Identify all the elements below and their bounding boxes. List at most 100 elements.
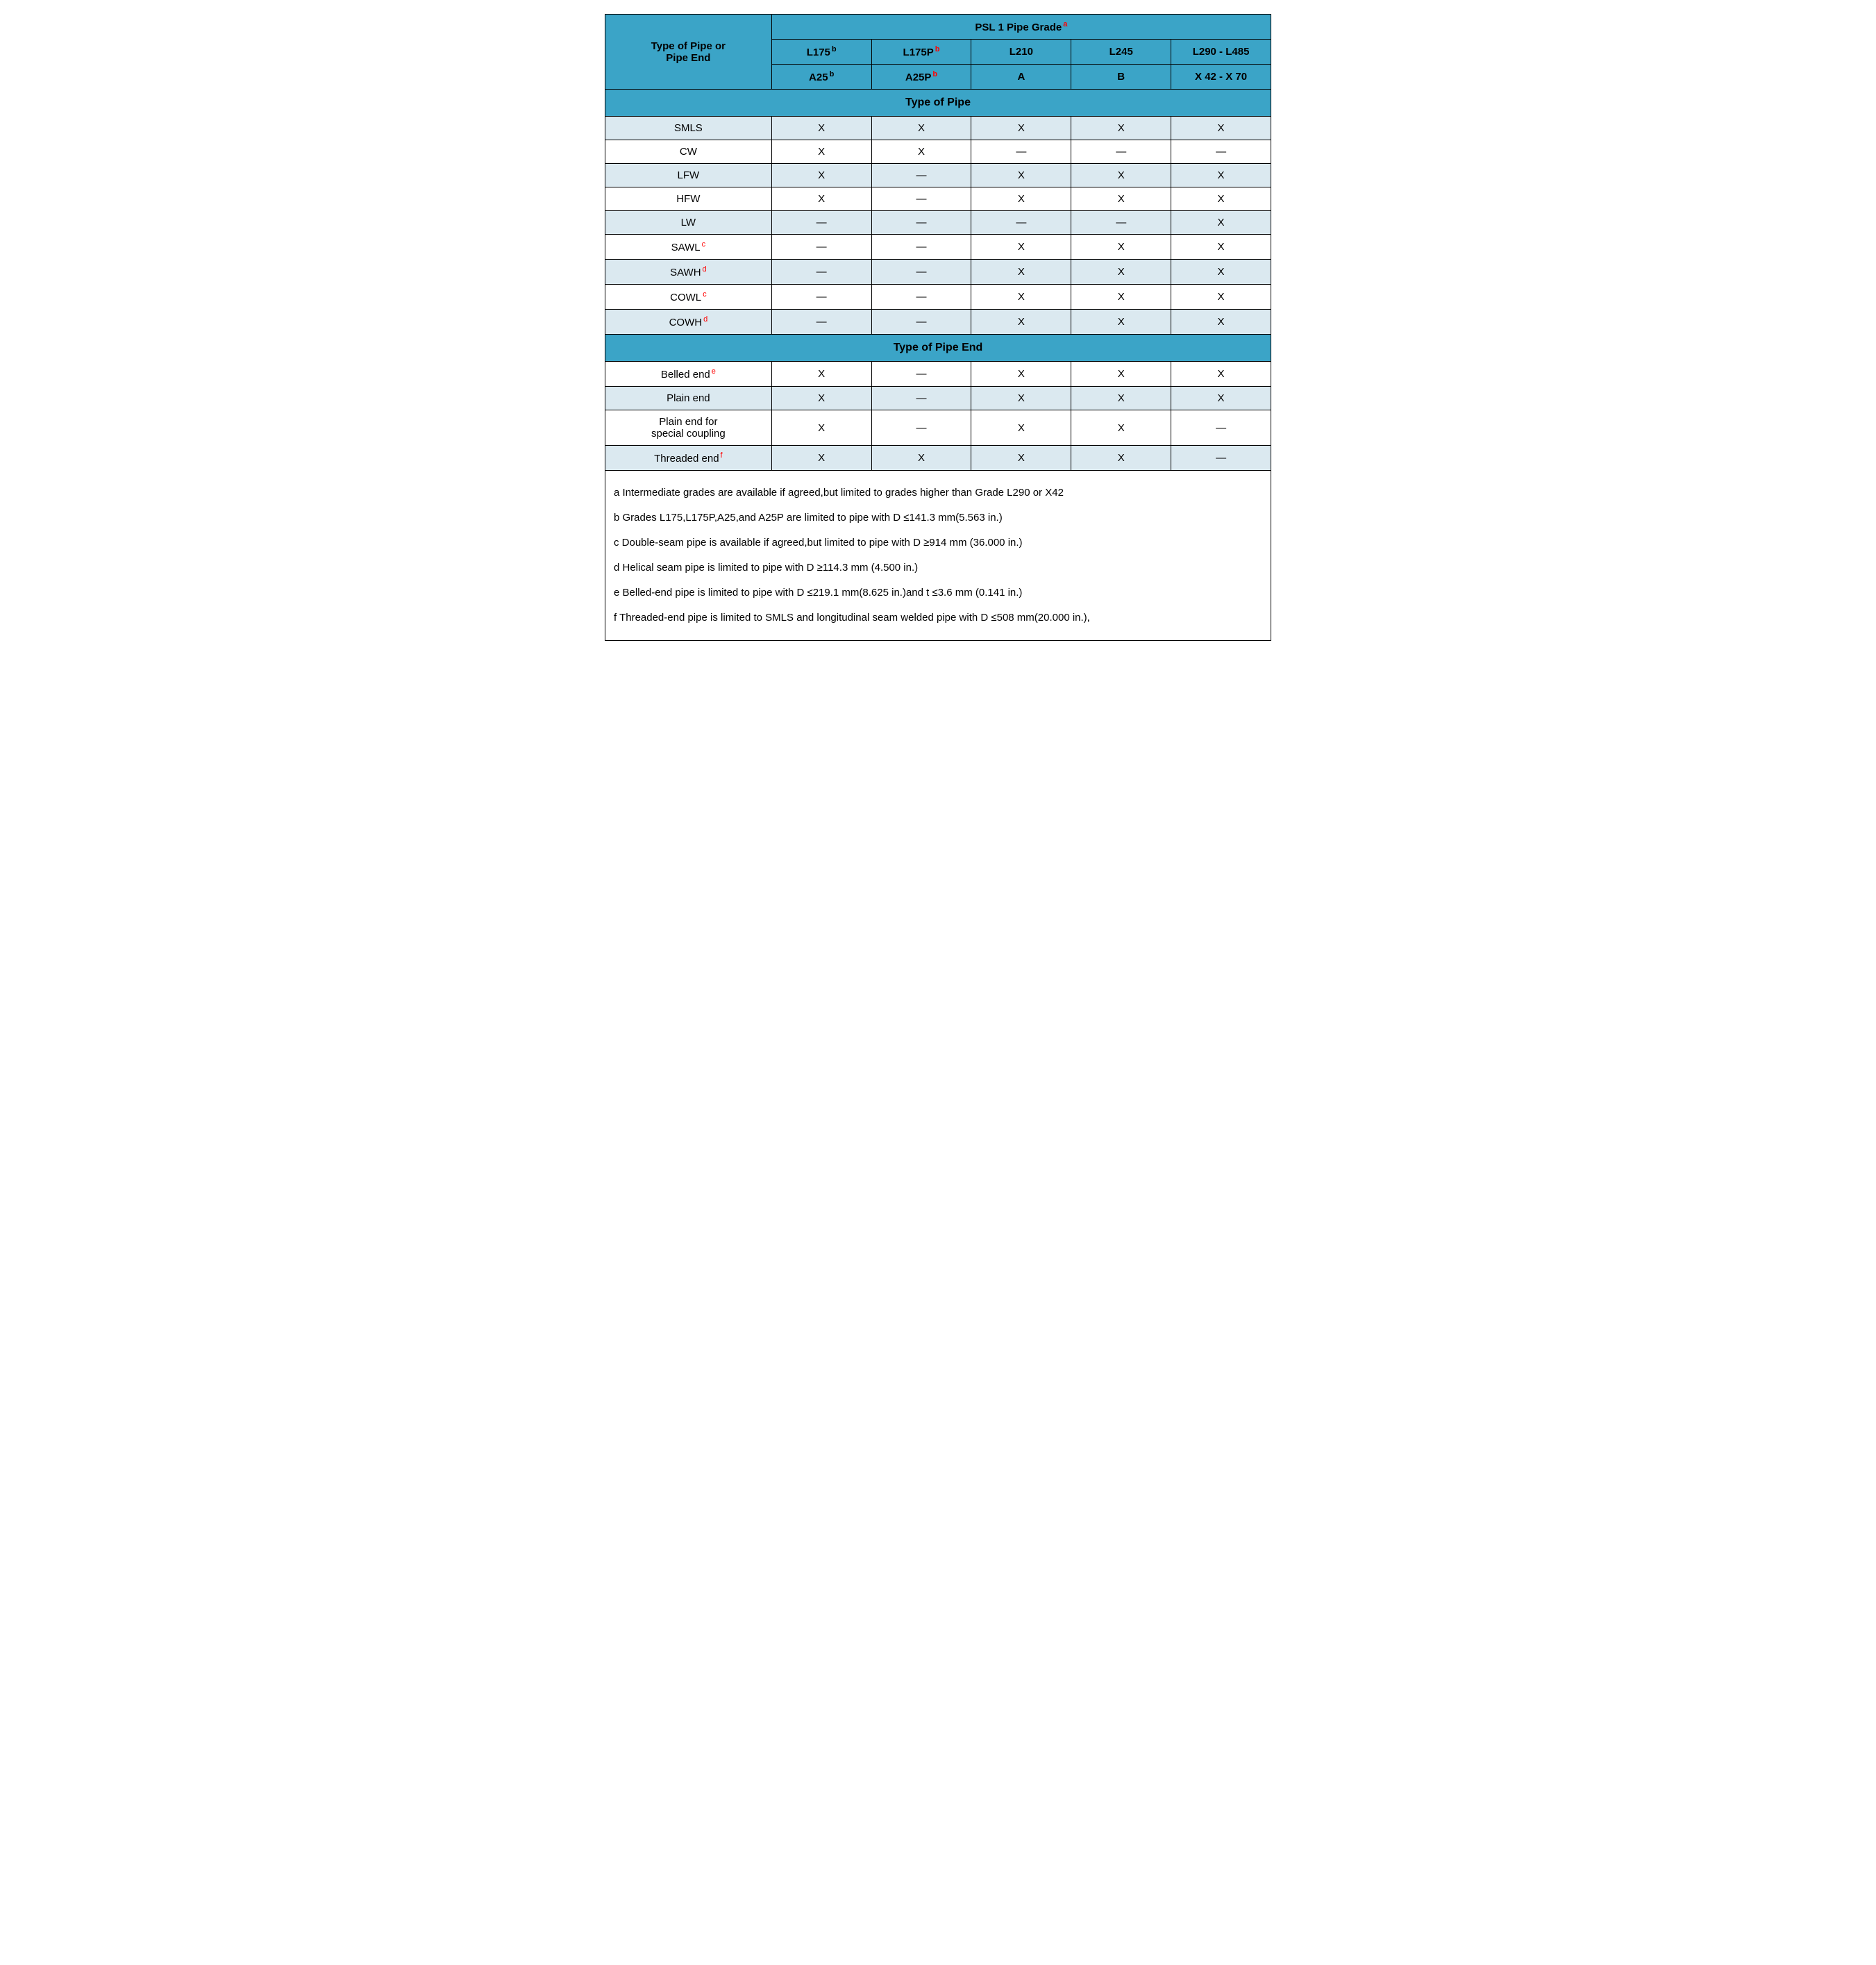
data-cell: X (1071, 235, 1171, 260)
data-cell: X (871, 117, 971, 140)
grade-bot-4: X 42 - X 70 (1195, 71, 1247, 83)
data-cell: X (771, 140, 871, 164)
grade-top-0: L175 (807, 47, 830, 58)
data-cell: X (771, 164, 871, 187)
row-label: SMLS (605, 117, 772, 140)
row-label-text: Plain end (667, 392, 710, 404)
data-cell: X (1171, 211, 1271, 235)
data-cell: — (771, 211, 871, 235)
data-cell: X (1071, 285, 1171, 310)
data-cell: X (971, 117, 1071, 140)
row-label: SAWHd (605, 260, 772, 285)
data-cell: X (1171, 285, 1271, 310)
row-header-line1: Type of Pipe orPipe End (651, 40, 726, 64)
row-label: LFW (605, 164, 772, 187)
data-cell: X (971, 285, 1071, 310)
row-label-sup: e (710, 367, 716, 376)
data-cell: — (871, 187, 971, 211)
data-cell: X (871, 140, 971, 164)
section-end: Type of Pipe End (605, 335, 1271, 362)
data-cell: — (971, 140, 1071, 164)
data-cell: — (871, 285, 971, 310)
footnote-c: c Double-seam pipe is available if agree… (614, 530, 1262, 555)
data-cell: X (771, 117, 871, 140)
row-label-text: CW (680, 146, 697, 158)
row-label: COWLc (605, 285, 772, 310)
grade-bot-3: B (1117, 71, 1125, 83)
row-label-text: COWH (669, 317, 703, 328)
data-cell: X (1071, 362, 1171, 387)
grade-title-sup: a (1062, 20, 1067, 28)
pipe-grade-table: Type of Pipe orPipe End PSL 1 Pipe Grade… (605, 14, 1271, 641)
table-row: CWXX——— (605, 140, 1271, 164)
row-label: Plain end (605, 387, 772, 410)
row-label-text: Plain end forspecial coupling (651, 416, 726, 440)
data-cell: X (1071, 446, 1171, 471)
data-cell: — (1071, 211, 1171, 235)
data-cell: — (1171, 410, 1271, 446)
data-cell: X (771, 362, 871, 387)
data-cell: X (971, 164, 1071, 187)
row-label-text: Threaded end (654, 453, 719, 465)
grade-bot-2: A (1017, 71, 1025, 83)
row-label-sup: d (701, 265, 707, 274)
table-row: LW————X (605, 211, 1271, 235)
data-cell: X (971, 260, 1071, 285)
table-row: SAWHd——XXX (605, 260, 1271, 285)
table-row: Plain endX—XXX (605, 387, 1271, 410)
grade-top-1: L175P (903, 47, 934, 58)
data-cell: X (771, 187, 871, 211)
data-cell: — (771, 310, 871, 335)
data-cell: X (1071, 164, 1171, 187)
footnote-a: a Intermediate grades are available if a… (614, 480, 1262, 505)
data-cell: X (1171, 362, 1271, 387)
data-cell: X (1071, 117, 1171, 140)
grade-top-4: L290 - L485 (1193, 46, 1250, 58)
row-label: COWHd (605, 310, 772, 335)
data-cell: X (771, 387, 871, 410)
data-cell: X (971, 235, 1071, 260)
table-row: COWHd——XXX (605, 310, 1271, 335)
row-label: Belled ende (605, 362, 772, 387)
row-label-text: SAWL (671, 242, 701, 253)
grade-top-3: L245 (1109, 46, 1133, 58)
data-cell: — (771, 235, 871, 260)
grade-title: PSL 1 Pipe Grade (975, 22, 1062, 33)
row-label-text: COWL (670, 292, 701, 303)
data-cell: X (1171, 117, 1271, 140)
data-cell: X (871, 446, 971, 471)
data-cell: X (1071, 410, 1171, 446)
row-label-text: Belled end (661, 369, 710, 381)
data-cell: X (971, 410, 1071, 446)
data-cell: — (1171, 446, 1271, 471)
grade-bot-0: A25 (809, 72, 828, 83)
data-cell: X (1171, 260, 1271, 285)
row-label: LW (605, 211, 772, 235)
row-label-text: HFW (676, 193, 700, 205)
row-label-sup: c (701, 240, 706, 249)
grade-bot-0-sup: b (828, 70, 835, 78)
data-cell: X (1171, 187, 1271, 211)
table-row: Belled endeX—XXX (605, 362, 1271, 387)
footnote-b: b Grades L175,L175P,A25,and A25P are lim… (614, 505, 1262, 530)
table-row: HFWX—XXX (605, 187, 1271, 211)
data-cell: — (1071, 140, 1171, 164)
section-pipe: Type of Pipe (605, 90, 1271, 117)
table-row: Plain end forspecial couplingX—XX— (605, 410, 1271, 446)
footnotes-cell: a Intermediate grades are available if a… (605, 471, 1271, 641)
data-cell: X (771, 446, 871, 471)
row-label: Threaded endf (605, 446, 772, 471)
data-cell: X (771, 410, 871, 446)
grade-top-0-sup: b (830, 45, 837, 53)
footnote-d: d Helical seam pipe is limited to pipe w… (614, 555, 1262, 580)
grade-top-2: L210 (1010, 46, 1033, 58)
table-row: COWLc——XXX (605, 285, 1271, 310)
data-cell: — (871, 211, 971, 235)
grade-bot-1-sup: b (931, 70, 937, 78)
data-cell: — (1171, 140, 1271, 164)
row-label: SAWLc (605, 235, 772, 260)
row-label-text: LW (681, 217, 696, 228)
data-cell: — (871, 387, 971, 410)
table-row: Threaded endfXXXX— (605, 446, 1271, 471)
row-label-sup: c (701, 290, 707, 299)
